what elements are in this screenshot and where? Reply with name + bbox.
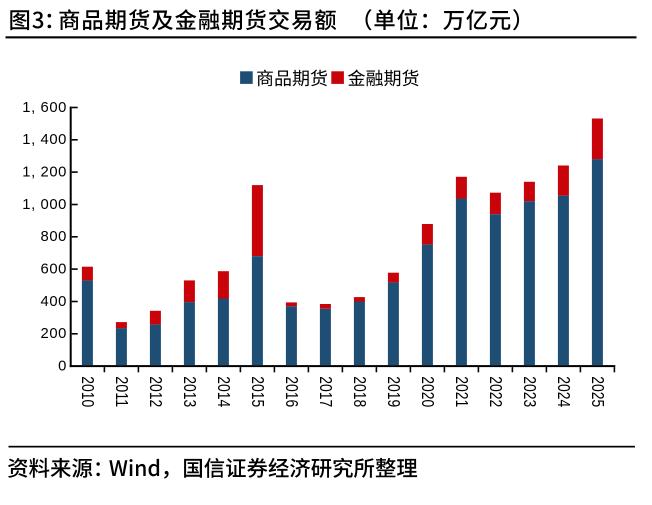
svg-text:2017: 2017 — [316, 376, 336, 407]
svg-text:2012: 2012 — [146, 376, 166, 407]
svg-text:2020: 2020 — [418, 376, 438, 407]
svg-text:0: 0 — [58, 359, 67, 375]
svg-text:2018: 2018 — [350, 376, 370, 407]
svg-text:2025: 2025 — [588, 376, 608, 407]
svg-text:600: 600 — [41, 262, 68, 278]
svg-text:2021: 2021 — [452, 376, 472, 407]
svg-text:1, 000: 1, 000 — [22, 197, 67, 213]
svg-text:2013: 2013 — [180, 376, 200, 407]
svg-text:2010: 2010 — [78, 376, 98, 407]
svg-text:2016: 2016 — [282, 376, 302, 407]
svg-text:2014: 2014 — [214, 376, 234, 407]
svg-text:1, 400: 1, 400 — [22, 132, 67, 148]
svg-text:2022: 2022 — [486, 376, 506, 407]
svg-text:2015: 2015 — [248, 376, 268, 407]
svg-text:2024: 2024 — [554, 376, 574, 407]
svg-text:1, 600: 1, 600 — [22, 100, 67, 116]
svg-text:1, 200: 1, 200 — [22, 165, 67, 181]
svg-text:800: 800 — [41, 229, 68, 245]
svg-text:2011: 2011 — [112, 376, 132, 407]
svg-text:200: 200 — [41, 326, 68, 342]
svg-text:2019: 2019 — [384, 376, 404, 407]
svg-text:2023: 2023 — [520, 376, 540, 407]
svg-text:400: 400 — [41, 294, 68, 310]
